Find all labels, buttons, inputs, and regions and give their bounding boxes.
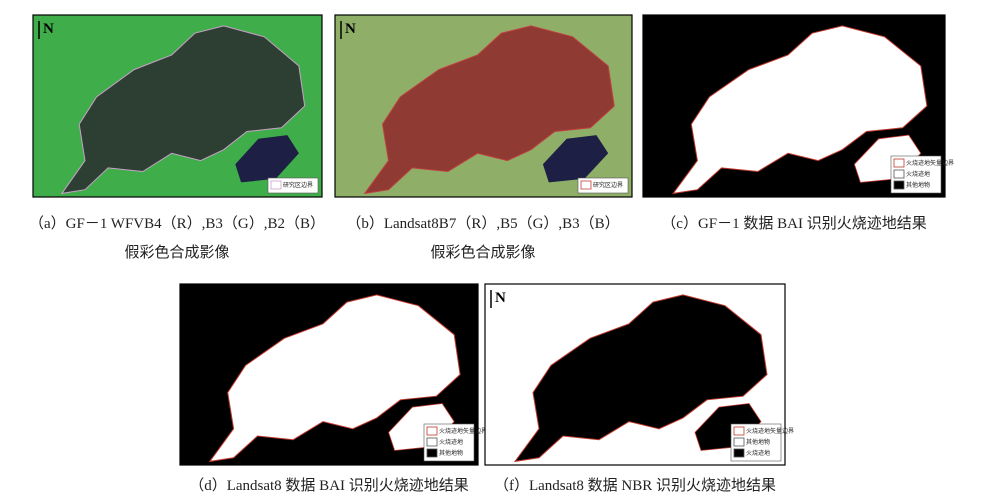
legend-swatch — [580, 180, 592, 190]
legend-label: 火烧迹地矢量边界 — [746, 427, 794, 435]
legend-swatch — [733, 426, 745, 436]
legend-label: 其他地物 — [746, 438, 770, 446]
legend-label: 火烧迹地 — [746, 449, 770, 457]
legend-label: 研究区边界 — [283, 181, 313, 189]
legend-label: 火烧迹地矢量边界 — [439, 427, 487, 435]
burn-area — [513, 294, 768, 463]
burn-area — [60, 25, 306, 195]
north-label: N — [495, 290, 506, 306]
legend-swatch — [893, 180, 905, 190]
panel: N 研究区边界 （b）Landsat8B7（R）,B5（G）,B3（B） 假彩色合成影… — [334, 14, 633, 261]
north-label: N — [190, 290, 201, 306]
legend-swatch — [893, 158, 905, 168]
legend-swatch — [733, 437, 745, 447]
legend-swatch — [426, 437, 438, 447]
legend-label: 其他地物 — [439, 449, 463, 457]
north-label: N — [43, 21, 54, 37]
legend-swatch — [733, 448, 745, 458]
caption: （a）GF－1 WFVB4（R）,B3（G）,B2（B） — [29, 215, 325, 232]
burn-area — [208, 294, 461, 463]
north-label: N — [653, 21, 664, 37]
burn-area — [363, 25, 615, 195]
burn-area — [672, 25, 928, 195]
legend-label: 火烧迹地矢量边界 — [906, 159, 954, 167]
legend-label: 其他地物 — [906, 181, 930, 189]
panel: N 研究区边界 （a）GF－1 WFVB4（R）,B3（G）,B2（B） 假彩色合成影… — [29, 14, 325, 261]
legend-swatch — [893, 169, 905, 179]
legend-swatch — [426, 448, 438, 458]
caption: （f）Landsat8 数据 NBR 识别火烧迹地结果 — [494, 477, 776, 494]
legend-label: 火烧迹地 — [906, 170, 930, 178]
legend-swatch — [270, 180, 282, 190]
caption: （c）GF－1 数据 BAI 识别火烧迹地结果 — [661, 215, 926, 232]
caption: （d）Landsat8 数据 BAI 识别火烧迹地结果 — [189, 477, 469, 494]
lake — [235, 135, 299, 183]
north-label: N — [345, 21, 356, 37]
caption: （b）Landsat8B7（R）,B5（G）,B3（B） — [346, 215, 619, 232]
caption: 假彩色合成影像 — [430, 244, 535, 261]
caption: 假彩色合成影像 — [124, 244, 229, 261]
legend-swatch — [426, 426, 438, 436]
legend-label: 火烧迹地 — [439, 438, 463, 446]
lake — [542, 135, 609, 183]
legend-label: 研究区边界 — [593, 181, 623, 189]
